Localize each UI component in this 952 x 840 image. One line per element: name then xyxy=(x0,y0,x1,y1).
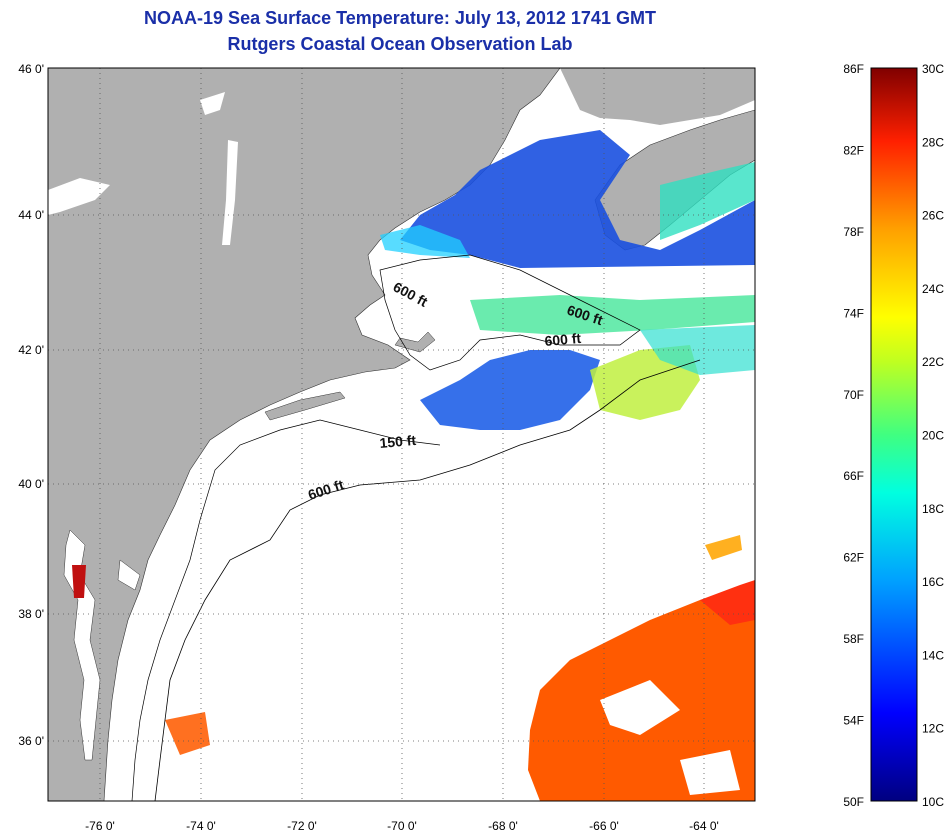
lat-labels: 46 0' 44 0' 42 0' 40 0' 38 0' 36 0' xyxy=(18,62,44,748)
colorbar-celsius-label: 16C xyxy=(922,575,944,589)
map-title: NOAA-19 Sea Surface Temperature: July 13… xyxy=(144,8,656,28)
colorbar-celsius-label: 18C xyxy=(922,502,944,516)
colorbar-celsius-label: 26C xyxy=(922,209,944,223)
sst-gulf-stream-edge xyxy=(700,580,755,625)
colorbar-celsius-label: 10C xyxy=(922,795,944,809)
lon-labels: -76 0' -74 0' -72 0' -70 0' -68 0' -66 0… xyxy=(85,819,719,833)
lon-label: -72 0' xyxy=(287,819,317,833)
colorbar-fahrenheit-label: 50F xyxy=(843,795,864,809)
colorbar-fahrenheit-labels: 86F 82F 78F 74F 70F 66F 62F 58F 54F 50F xyxy=(843,62,864,809)
lon-gridlines xyxy=(99,68,705,801)
map-subtitle: Rutgers Coastal Ocean Observation Lab xyxy=(227,34,573,54)
lat-label: 44 0' xyxy=(18,208,44,222)
sst-cyan-east xyxy=(640,325,755,375)
lon-label: -74 0' xyxy=(186,819,216,833)
sst-gulf-of-maine-cyan xyxy=(380,225,470,258)
lake-champlain xyxy=(222,140,238,245)
colorbar-celsius-label: 22C xyxy=(922,355,944,369)
lon-label: -68 0' xyxy=(488,819,518,833)
sst-georges-cold xyxy=(420,350,600,430)
colorbar-celsius-label: 28C xyxy=(922,135,944,149)
colorbar-fahrenheit-label: 62F xyxy=(843,551,864,565)
depth-label: 150 ft xyxy=(379,432,417,451)
colorbar xyxy=(870,67,918,802)
lat-label: 40 0' xyxy=(18,477,44,491)
colorbar-fahrenheit-label: 54F xyxy=(843,714,864,728)
colorbar-celsius-label: 24C xyxy=(922,282,944,296)
cloud-gap-2 xyxy=(680,750,740,795)
sst-warm-patch xyxy=(705,535,742,560)
lake-small xyxy=(200,92,225,115)
lon-label: -70 0' xyxy=(387,819,417,833)
colorbar-fahrenheit-label: 86F xyxy=(843,62,864,76)
colorbar-fahrenheit-label: 66F xyxy=(843,469,864,483)
chesapeake-bay xyxy=(63,529,101,761)
land-new-brunswick xyxy=(560,68,755,125)
depth-label: 600 ft xyxy=(544,330,582,349)
land-long-island xyxy=(264,391,346,421)
colorbar-celsius-labels: 30C 28C 26C 24C 22C 20C 18C 16C 14C 12C 10C xyxy=(922,62,944,809)
lon-label: -76 0' xyxy=(85,819,115,833)
sst-nova-shelf xyxy=(660,162,755,240)
lon-label: -64 0' xyxy=(689,819,719,833)
lat-label: 36 0' xyxy=(18,734,44,748)
sst-georges-band xyxy=(470,295,755,335)
isobath-600ft-shelf xyxy=(154,359,701,801)
colorbar-celsius-label: 20C xyxy=(922,429,944,443)
colorbar-fahrenheit-label: 82F xyxy=(843,143,864,157)
colorbar-fahrenheit-label: 58F xyxy=(843,632,864,646)
colorbar-celsius-label: 14C xyxy=(922,648,944,662)
lat-label: 38 0' xyxy=(18,607,44,621)
colorbar-fahrenheit-label: 78F xyxy=(843,225,864,239)
colorbar-fahrenheit-label: 70F xyxy=(843,388,864,402)
colorbar-celsius-label: 12C xyxy=(922,722,944,736)
lat-label: 46 0' xyxy=(18,62,44,76)
sst-warm-patch-2 xyxy=(165,712,210,755)
isobath-150ft xyxy=(131,419,441,801)
colorbar-celsius-label: 30C xyxy=(922,62,944,76)
colorbar-fahrenheit-label: 74F xyxy=(843,306,864,320)
map-frame xyxy=(47,67,756,802)
sst-chesapeake-warm xyxy=(72,565,86,598)
isobath-600ft-gulf xyxy=(379,254,641,371)
sst-gulf-of-maine-cold xyxy=(400,130,755,268)
lon-label: -66 0' xyxy=(589,819,619,833)
delaware-bay xyxy=(117,559,141,591)
lat-label: 42 0' xyxy=(18,343,44,357)
lake-ontario xyxy=(48,178,110,215)
cloud-gap xyxy=(600,680,680,735)
